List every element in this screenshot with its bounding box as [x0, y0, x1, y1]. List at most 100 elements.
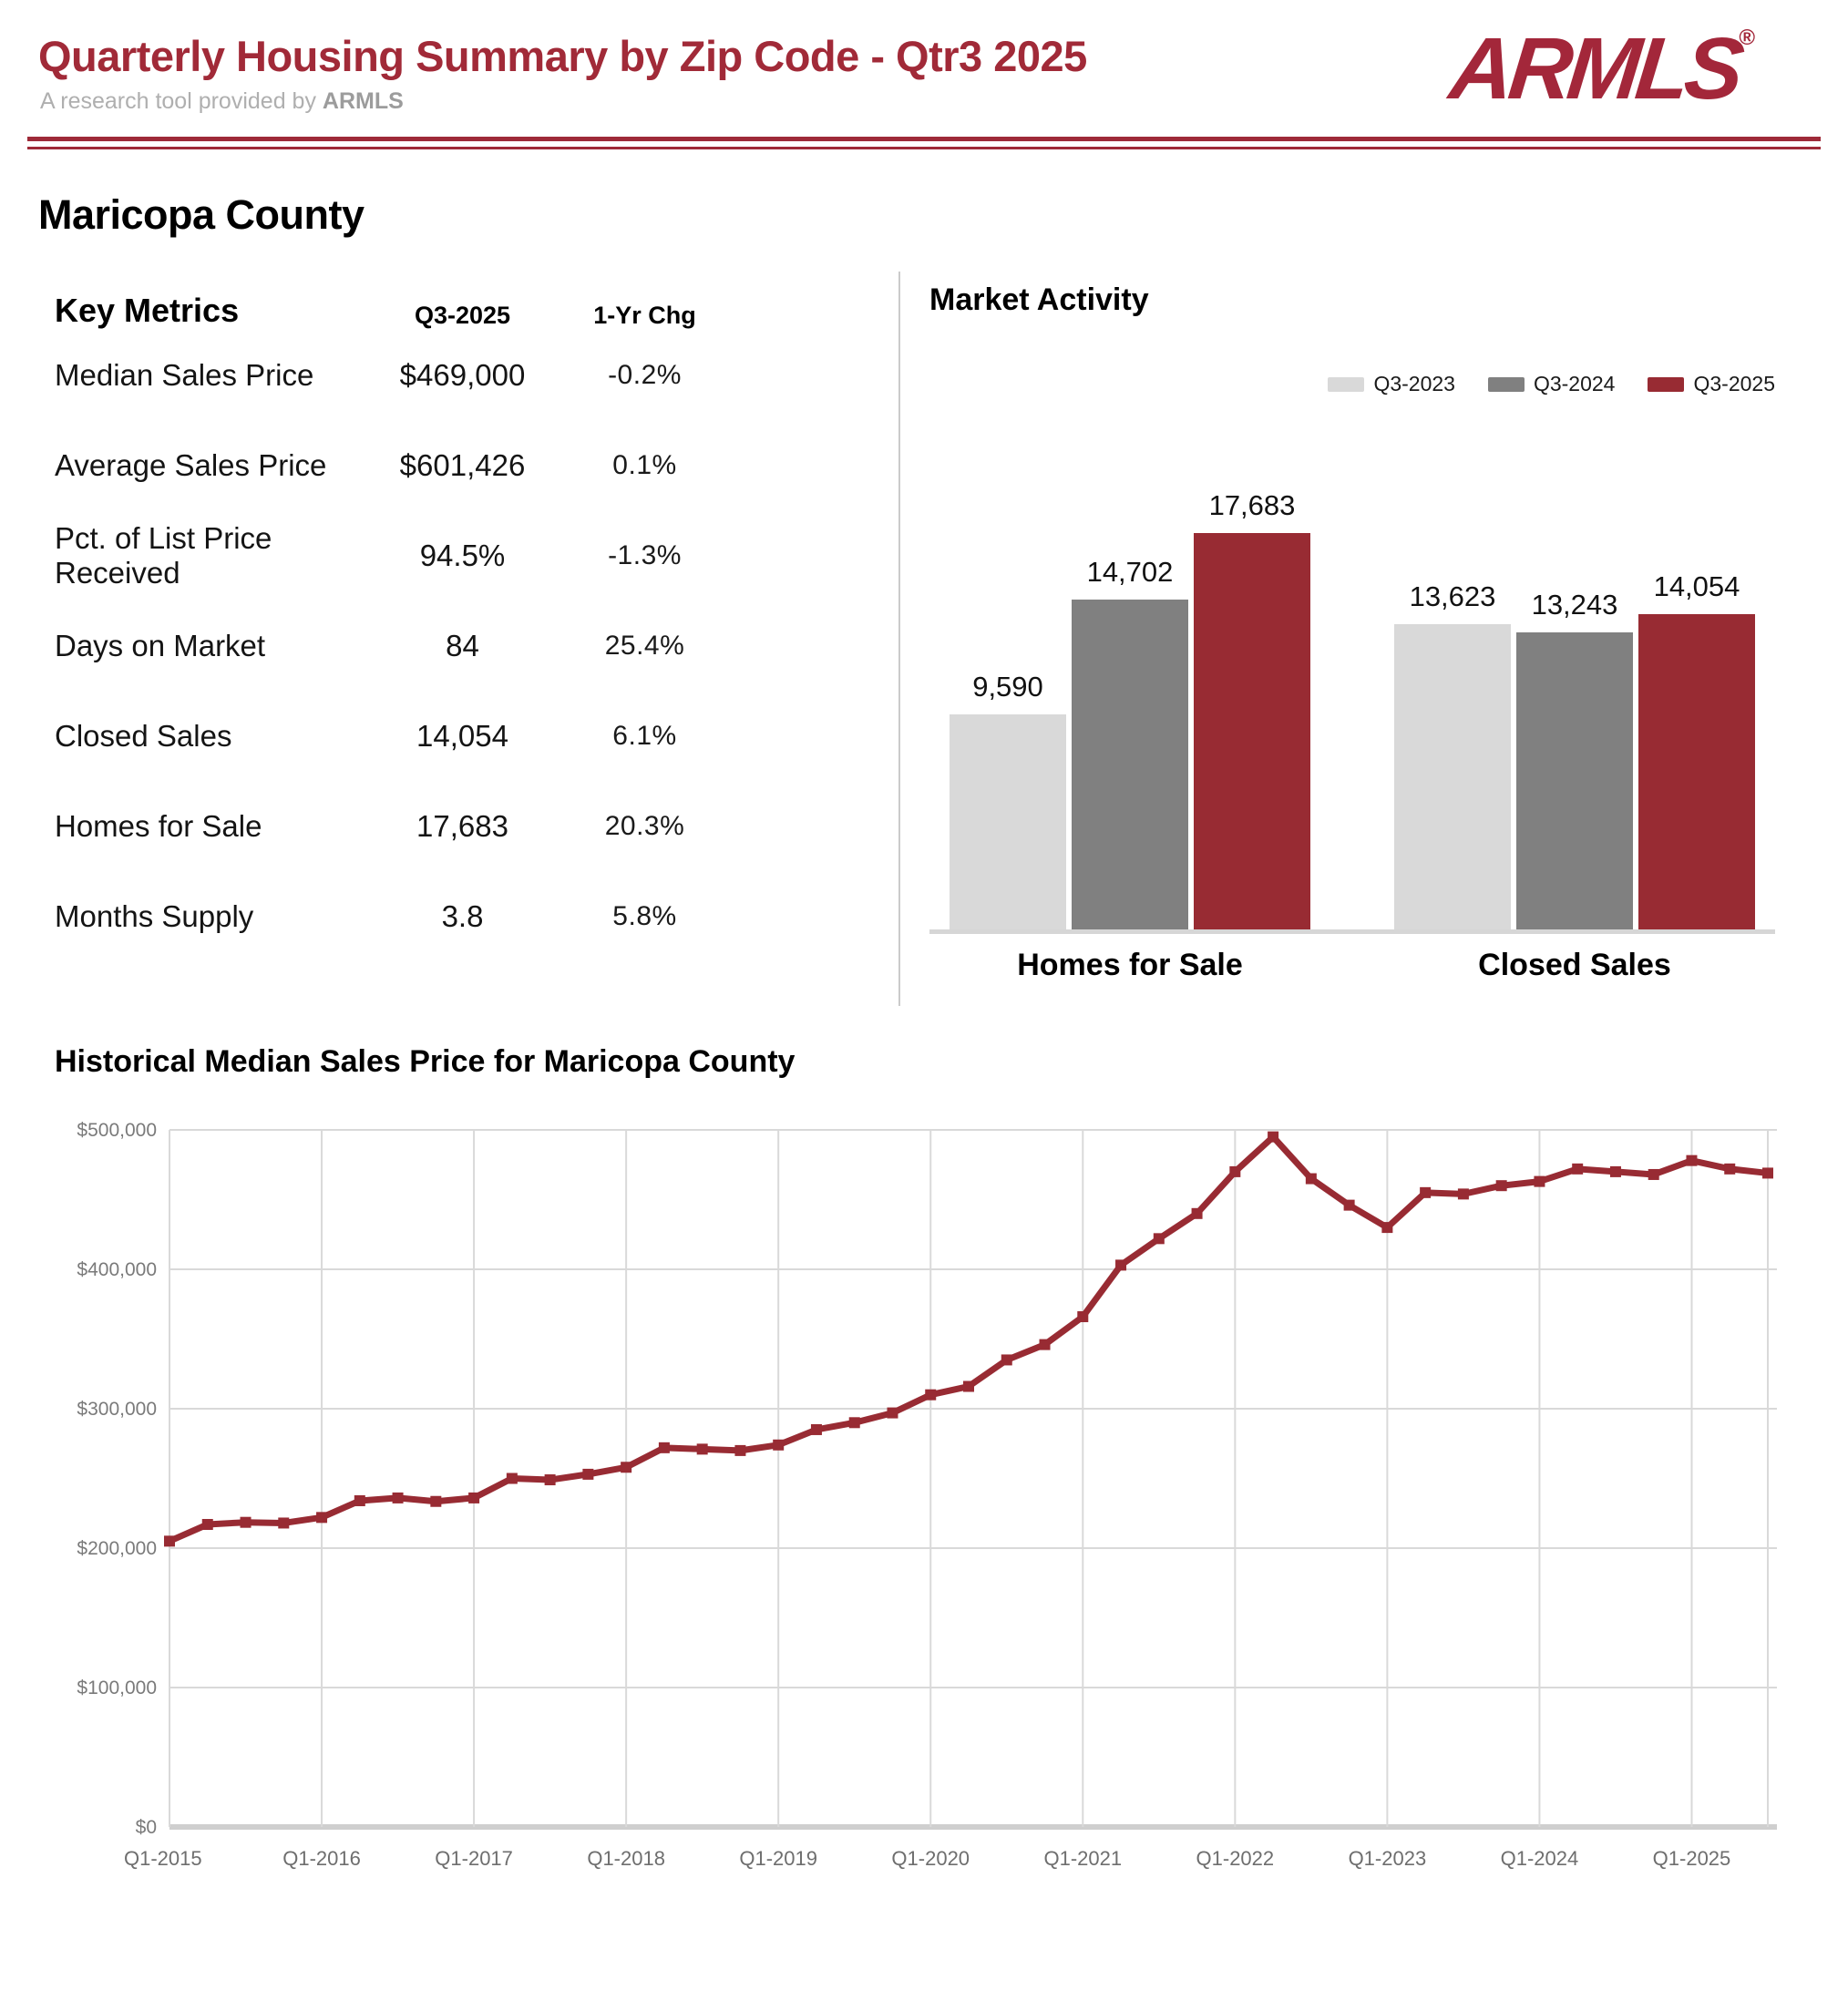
data-point-marker — [201, 1518, 213, 1530]
historical-line-chart: $0 $100,000 $200,000 $300,000 $400,000 $500,0… — [77, 1120, 1777, 1870]
metric-value: 84 — [446, 628, 479, 662]
x-axis-tick-label: Q1-2024 — [1501, 1847, 1579, 1870]
legend-label: Q3-2024 — [1533, 372, 1616, 395]
x-axis-tick-label: Q1-2015 — [124, 1847, 202, 1870]
legend-swatch-icon — [1487, 376, 1525, 392]
metric-value: 14,054 — [416, 718, 508, 753]
data-point-marker — [1001, 1354, 1012, 1366]
data-point-marker — [734, 1444, 746, 1456]
metric-row: Homes for Sale 17,683 20.3% — [55, 781, 875, 871]
data-point-marker — [506, 1473, 518, 1484]
data-point-marker — [1648, 1168, 1659, 1180]
legend-item: Q3-2024 — [1487, 372, 1616, 396]
report-header: Quarterly Housing Summary by Zip Code - … — [0, 0, 1848, 118]
bar-wrap: 13,243 — [1516, 589, 1633, 929]
data-point-marker — [544, 1474, 556, 1486]
metric-row: Closed Sales 14,054 6.1% — [55, 691, 875, 781]
key-metrics-rows: Median Sales Price $469,000 -0.2% Average S… — [55, 330, 875, 961]
metric-change: 6.1% — [612, 720, 677, 751]
market-activity-bar-chart: 9,590 14,702 17,683 13,623 13,243 14,054 — [929, 489, 1775, 929]
metric-row: Pct. of List Price Received 94.5% -1.3% — [55, 510, 875, 600]
metric-value: 94.5% — [419, 538, 506, 572]
bar — [1194, 533, 1310, 929]
data-point-marker — [1039, 1339, 1051, 1350]
data-point-marker — [468, 1492, 480, 1503]
bar-value-label: 13,243 — [1531, 589, 1618, 621]
bar-value-label: 13,623 — [1409, 580, 1496, 612]
y-axis-tick-label: $100,000 — [77, 1678, 157, 1698]
data-point-marker — [658, 1442, 670, 1453]
x-axis-tick-label: Q1-2018 — [587, 1847, 665, 1870]
y-axis-tick-label: $300,000 — [77, 1399, 157, 1420]
data-point-marker — [963, 1380, 974, 1392]
data-point-marker — [1534, 1175, 1545, 1187]
historical-price-section: Historical Median Sales Price for Marico… — [0, 1044, 1848, 1882]
column-header-change: 1-Yr Chg — [593, 302, 696, 329]
bar-value-label: 14,054 — [1653, 570, 1740, 602]
key-metrics-title: Key Metrics — [55, 292, 240, 329]
median-price-line — [166, 1134, 1771, 1544]
bar — [1072, 600, 1188, 929]
legend-label: Q3-2025 — [1693, 372, 1775, 395]
bar — [1638, 614, 1755, 929]
data-point-marker — [582, 1468, 594, 1480]
page-subtitle: A research tool provided by ARMLS — [40, 88, 1087, 115]
bar — [950, 714, 1066, 929]
y-axis-tick-label: $400,000 — [77, 1259, 157, 1280]
data-point-marker — [354, 1494, 365, 1506]
metric-label: Average Sales Price — [55, 447, 327, 482]
data-point-marker — [1191, 1207, 1203, 1219]
x-axis-tick-label: Q1-2019 — [739, 1847, 817, 1870]
x-axis-tick-label: Q1-2016 — [282, 1847, 361, 1870]
data-point-marker — [1153, 1233, 1165, 1245]
key-metrics-table: Key Metrics Q3-2025 1-Yr Chg Median Sale… — [55, 266, 875, 961]
subtitle-prefix: A research tool provided by — [40, 88, 323, 114]
metric-change: 0.1% — [612, 449, 677, 480]
y-axis-tick-label: $500,000 — [77, 1120, 157, 1141]
data-point-marker — [278, 1517, 290, 1529]
y-axis-tick-label: $200,000 — [77, 1538, 157, 1559]
data-point-marker — [1381, 1222, 1393, 1234]
header-rule-thin — [27, 147, 1821, 149]
bar-wrap: 14,702 — [1072, 556, 1188, 929]
column-header-period: Q3-2025 — [414, 302, 511, 329]
bar-wrap: 13,623 — [1394, 580, 1511, 929]
data-point-marker — [925, 1389, 937, 1401]
metric-change: 20.3% — [604, 810, 685, 841]
metric-row: Median Sales Price $469,000 -0.2% — [55, 330, 875, 420]
data-point-marker — [1609, 1165, 1621, 1177]
market-activity-legend: Q3-2023 Q3-2024 Q3-2025 — [1328, 372, 1775, 396]
data-point-marker — [1572, 1163, 1584, 1175]
legend-item: Q3-2025 — [1648, 372, 1775, 396]
page-title: Quarterly Housing Summary by Zip Code - … — [38, 32, 1087, 80]
metric-change: 5.8% — [612, 900, 677, 931]
header-text-block: Quarterly Housing Summary by Zip Code - … — [38, 22, 1087, 115]
data-point-marker — [696, 1443, 708, 1455]
data-point-marker — [773, 1439, 785, 1451]
county-title: Maricopa County — [38, 191, 364, 238]
data-point-marker — [316, 1512, 328, 1524]
data-point-marker — [848, 1417, 860, 1429]
armls-logo-text: ARMLS — [1445, 20, 1744, 118]
bar-value-label: 14,702 — [1086, 556, 1174, 588]
data-point-marker — [621, 1462, 632, 1473]
bar-value-label: 17,683 — [1208, 489, 1296, 521]
data-point-marker — [1495, 1180, 1507, 1192]
metric-row: Days on Market 84 25.4% — [55, 600, 875, 691]
bar-wrap: 17,683 — [1194, 489, 1310, 929]
x-axis-tick-label: Q1-2021 — [1043, 1847, 1122, 1870]
metric-label: Homes for Sale — [55, 808, 262, 843]
historical-chart-title: Historical Median Sales Price for Marico… — [55, 1044, 796, 1079]
data-point-marker — [1724, 1163, 1736, 1175]
data-point-marker — [392, 1492, 404, 1503]
data-point-marker — [1343, 1199, 1355, 1211]
metric-label: Pct. of List Price Received — [55, 520, 272, 590]
armls-logo: ARMLS® — [1445, 20, 1755, 118]
legend-swatch-icon — [1328, 376, 1365, 392]
data-point-marker — [1305, 1173, 1317, 1185]
metric-row: Months Supply 3.8 5.8% — [55, 871, 875, 961]
data-point-marker — [1077, 1311, 1089, 1323]
data-point-marker — [887, 1407, 898, 1419]
data-point-marker — [1229, 1165, 1241, 1177]
